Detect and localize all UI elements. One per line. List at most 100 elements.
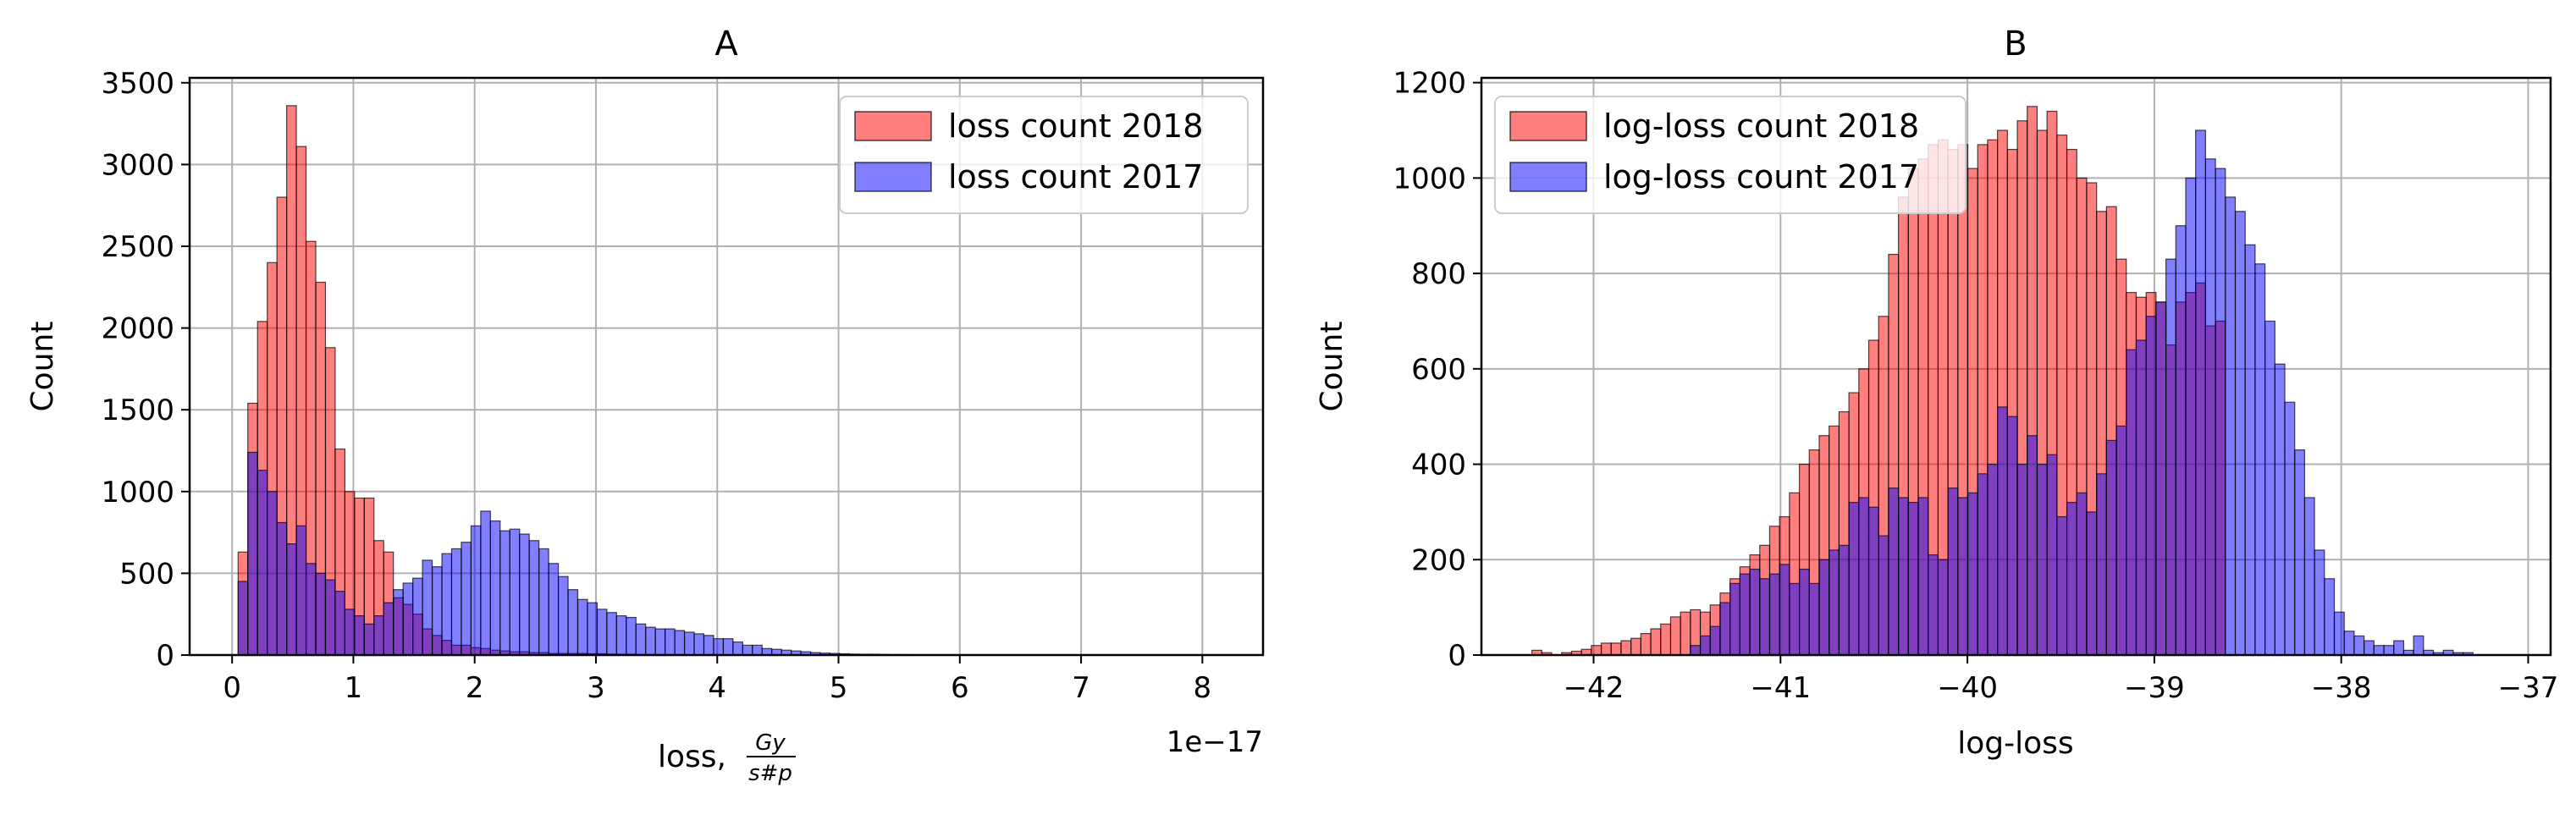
panel-a-bar bbox=[431, 566, 443, 656]
panel-b-ytick-label: 1200 bbox=[1393, 67, 1466, 101]
panel-a-legend-box bbox=[839, 96, 1249, 214]
panel-b-bar bbox=[1808, 582, 1820, 656]
panel-b-bar bbox=[1907, 502, 1919, 656]
panel-b-bar bbox=[2353, 635, 2365, 656]
panel-a-bar bbox=[654, 628, 666, 656]
panel-b-bar bbox=[1620, 640, 1632, 656]
panel-b-bar bbox=[2413, 635, 2424, 656]
panel-a-legend: loss count 2018 loss count 2017 bbox=[839, 96, 1249, 214]
panel-b-bar bbox=[1957, 497, 1969, 656]
panel-b-bars bbox=[1531, 106, 2474, 656]
panel-a-frame bbox=[188, 76, 1265, 657]
panel-b-bar bbox=[1798, 568, 1810, 656]
panel-b-bar bbox=[1838, 544, 1850, 656]
panel-a-bar bbox=[538, 548, 549, 656]
panel-b-bar bbox=[2046, 454, 2058, 656]
panel-a-bar bbox=[693, 633, 705, 656]
panel-a-bar bbox=[470, 525, 482, 656]
panel-b-ytick-label: 200 bbox=[1411, 543, 1466, 577]
panel-a-ytick-label: 3500 bbox=[101, 67, 174, 101]
panel-b-legend-label: log-loss count 2017 bbox=[1603, 158, 1919, 195]
panel-a-bar bbox=[412, 577, 423, 656]
panel-a-ytick-label: 2000 bbox=[101, 312, 174, 346]
panel-a-bar bbox=[461, 542, 472, 656]
panel-b-ytick-label: 600 bbox=[1411, 353, 1466, 387]
panel-b-bar bbox=[2215, 168, 2226, 656]
panel-a-bar bbox=[713, 638, 725, 656]
panel-a-bar bbox=[587, 602, 598, 656]
panel-a-bar bbox=[324, 579, 336, 656]
panel-a-bar bbox=[450, 548, 462, 656]
panel-b-bar bbox=[2115, 425, 2127, 656]
panel-a-ylabel: Count bbox=[25, 322, 60, 412]
panel-b-bar bbox=[1719, 602, 1731, 656]
panel-a-bar bbox=[635, 623, 647, 656]
panel-b-bar bbox=[1690, 645, 1702, 656]
panel-a-bar bbox=[247, 451, 258, 656]
panel-b-bar bbox=[1917, 497, 1929, 656]
panel-b-bar bbox=[1858, 497, 1870, 656]
panel-b-bar bbox=[2076, 492, 2088, 656]
panel-a-bar bbox=[509, 528, 521, 656]
panel-a-xtick-label: 6 bbox=[951, 671, 969, 705]
panel-b-bar bbox=[1997, 406, 2008, 656]
panel-b-bar bbox=[1680, 611, 1691, 656]
panel-b-bar bbox=[2225, 196, 2237, 656]
panel-b-legend: log-loss count 2018 log-loss count 2017 bbox=[1494, 96, 1966, 214]
panel-b-bar bbox=[2383, 645, 2395, 656]
panel-a-xtick-label: 2 bbox=[466, 671, 484, 705]
panel-b-legend-swatch bbox=[1509, 111, 1587, 141]
panel-b-bar bbox=[2364, 640, 2375, 656]
panel-b-bar bbox=[1739, 573, 1751, 656]
panel-b-bar bbox=[2126, 349, 2137, 656]
panel-b-bar bbox=[2204, 158, 2216, 656]
panel-b-bar bbox=[1848, 502, 1860, 656]
panel-a-bar bbox=[615, 615, 627, 656]
panel-a-xlabel-text: loss, bbox=[658, 740, 726, 774]
panel-a-ticks: 0 1 2 3 4 5 6 7 8 0 500 1000 1500 2000 2500 3000 3500 bbox=[101, 67, 1211, 705]
panel-a-xlabel-numerator: Gy bbox=[755, 730, 786, 756]
panel-b-ytick-label: 1000 bbox=[1393, 162, 1466, 195]
panel-a-bar bbox=[519, 533, 530, 656]
panel-b-bar bbox=[1630, 637, 1641, 656]
panel-a-bar bbox=[441, 553, 453, 656]
panel-a-ytick-label: 2500 bbox=[101, 230, 174, 264]
panel-a-offset-label: 1e−17 bbox=[1167, 725, 1263, 759]
panel-b-bar bbox=[2333, 611, 2345, 656]
panel-a-title: A bbox=[714, 25, 738, 63]
panel-a-bar bbox=[276, 521, 288, 656]
panel-a-bar bbox=[334, 591, 345, 656]
panel-b-xtick-label: −41 bbox=[1750, 671, 1811, 705]
panel-a-bar bbox=[752, 644, 763, 656]
panel-b-bar bbox=[2165, 258, 2176, 656]
panel-b-bar bbox=[1729, 582, 1740, 656]
panel-b-bar bbox=[1610, 642, 1622, 656]
panel-b-xtick-label: −39 bbox=[2124, 671, 2185, 705]
panel-a-xtick-label: 0 bbox=[223, 671, 241, 705]
panel-b-bar bbox=[2393, 640, 2405, 656]
panel-a-bar bbox=[722, 638, 734, 656]
panel-b-legend-swatch bbox=[1509, 162, 1587, 192]
panel-a-bar bbox=[402, 582, 414, 656]
panel-a-legend-swatch bbox=[854, 111, 932, 141]
panel-b-ticks: −42 −41 −40 −39 −38 −37 0 200 400 600 800 1000 1200 bbox=[1393, 67, 2558, 705]
panel-b: B −42 −41 −40 −39 −38 −37 0 200 400 600 800 1000 120… bbox=[1315, 25, 2558, 761]
panel-b-ylabel: Count bbox=[1315, 322, 1349, 412]
panel-b-bar bbox=[1878, 535, 1889, 656]
panel-b-bar bbox=[2274, 363, 2286, 656]
panel-b-legend-label: log-loss count 2018 bbox=[1603, 107, 1919, 145]
panel-b-bar bbox=[2185, 177, 2197, 656]
panel-a-bar bbox=[295, 525, 307, 656]
panel-b-legend-box bbox=[1494, 96, 1966, 214]
panel-a-bar bbox=[557, 575, 569, 656]
panel-a-xlabel: loss, Gy s#p bbox=[658, 730, 796, 786]
panel-b-bar bbox=[2096, 473, 2107, 656]
panel-b-bar bbox=[2175, 225, 2187, 656]
panel-b-bar bbox=[1779, 564, 1790, 656]
panel-a-bar bbox=[548, 563, 560, 656]
panel-a-bar bbox=[305, 563, 317, 656]
panel-b-bar bbox=[2373, 645, 2385, 656]
panel-a-bar bbox=[315, 572, 327, 656]
panel-a-bar bbox=[674, 630, 686, 656]
panel-b-bar bbox=[2105, 439, 2117, 656]
